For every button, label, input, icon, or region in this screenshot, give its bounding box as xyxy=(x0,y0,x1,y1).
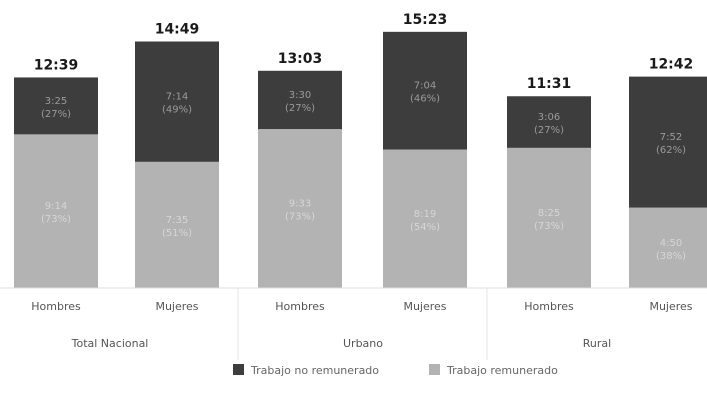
group-label-1: Urbano xyxy=(343,337,383,350)
legend-swatch-unpaid xyxy=(233,364,244,375)
bar-paid-1 xyxy=(135,161,219,288)
category-label-4: Hombres xyxy=(524,300,574,313)
total-label-4: 11:31 xyxy=(527,76,572,92)
paid-percent-5: (38%) xyxy=(656,251,686,262)
bar-unpaid-4 xyxy=(507,96,591,148)
total-label-2: 13:03 xyxy=(278,51,323,67)
unpaid-percent-3: (46%) xyxy=(410,94,440,105)
category-label-2: Hombres xyxy=(275,300,325,313)
bar-paid-4 xyxy=(507,147,591,288)
unpaid-percent-5: (62%) xyxy=(656,145,686,156)
group-label-2: Rural xyxy=(583,337,611,350)
labels-layer: 12:39 3:25 (27%) 9:14 (73%) 14:49 7:14 (49%) 7:3… xyxy=(34,12,694,262)
bar-unpaid-5 xyxy=(629,76,707,208)
bar-paid-2 xyxy=(258,129,342,288)
unpaid-percent-4: (27%) xyxy=(534,125,564,136)
paid-value-4: 8:25 xyxy=(538,208,560,219)
paid-value-0: 9:14 xyxy=(45,201,67,212)
category-label-5: Mujeres xyxy=(649,300,692,313)
total-label-0: 12:39 xyxy=(34,57,79,73)
legend: Trabajo no remunerado Trabajo remunerado xyxy=(233,364,558,377)
axis-layer: Hombres Mujeres Hombres Mujeres Hombres Mujer… xyxy=(0,287,707,360)
bar-unpaid-2 xyxy=(258,70,342,130)
bar-paid-3 xyxy=(383,149,467,288)
category-label-3: Mujeres xyxy=(403,300,446,313)
bar-paid-0 xyxy=(14,134,98,288)
unpaid-percent-1: (49%) xyxy=(162,105,192,116)
total-label-1: 14:49 xyxy=(155,21,200,37)
total-label-3: 15:23 xyxy=(403,12,448,28)
paid-percent-4: (73%) xyxy=(534,221,564,232)
bar-unpaid-0 xyxy=(14,77,98,135)
paid-percent-0: (73%) xyxy=(41,214,71,225)
paid-value-1: 7:35 xyxy=(166,215,188,226)
group-label-0: Total Nacional xyxy=(71,337,149,350)
unpaid-value-0: 3:25 xyxy=(45,96,67,107)
paid-percent-1: (51%) xyxy=(162,228,192,239)
paid-value-3: 8:19 xyxy=(414,209,436,220)
legend-label-unpaid: Trabajo no remunerado xyxy=(250,364,379,377)
unpaid-value-1: 7:14 xyxy=(166,92,188,103)
bar-paid-5 xyxy=(629,207,707,288)
unpaid-value-5: 7:52 xyxy=(660,132,682,143)
paid-value-5: 4:50 xyxy=(660,238,682,249)
category-label-0: Hombres xyxy=(31,300,81,313)
unpaid-value-4: 3:06 xyxy=(538,112,560,123)
legend-swatch-paid xyxy=(429,364,440,375)
category-label-1: Mujeres xyxy=(155,300,198,313)
paid-value-2: 9:33 xyxy=(289,199,311,210)
unpaid-percent-0: (27%) xyxy=(41,109,71,120)
unpaid-percent-2: (27%) xyxy=(285,103,315,114)
unpaid-value-3: 7:04 xyxy=(414,81,436,92)
bar-unpaid-3 xyxy=(383,31,467,150)
bar-unpaid-1 xyxy=(135,41,219,162)
paid-percent-3: (54%) xyxy=(410,222,440,233)
bars-layer xyxy=(14,31,707,288)
unpaid-value-2: 3:30 xyxy=(289,90,311,101)
total-label-5: 12:42 xyxy=(649,57,694,73)
legend-label-paid: Trabajo remunerado xyxy=(446,364,558,377)
paid-percent-2: (73%) xyxy=(285,212,315,223)
